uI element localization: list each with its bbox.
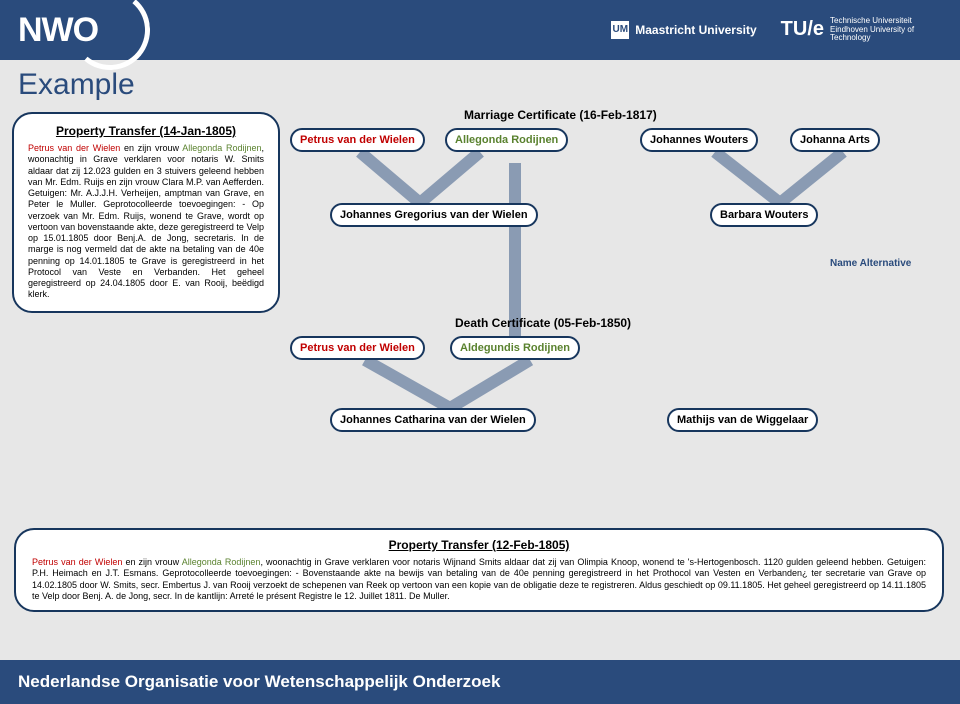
transfer2-name-a: Allegonda Rodijnen	[182, 557, 261, 567]
page-title: Example	[18, 68, 135, 102]
property-transfer-2: Property Transfer (12-Feb-1805) Petrus v…	[14, 528, 944, 612]
transfer1-t1: en zijn vrouw	[120, 143, 182, 153]
marriage-caption: Marriage Certificate (16-Feb-1817)	[464, 108, 657, 122]
transfer1-t2: , woonachtig in Grave verklaren voor not…	[28, 143, 264, 299]
name-alternative-label: Name Alternative	[830, 258, 911, 269]
node-jgvdw: Johannes Gregorius van der Wielen	[330, 203, 538, 227]
death-caption: Death Certificate (05-Feb-1850)	[455, 316, 631, 330]
tue-full: Technische Universiteit Eindhoven Univer…	[830, 17, 940, 42]
transfer1-name-a: Allegonda Rodijnen	[182, 143, 261, 153]
property-transfer-1: Property Transfer (14-Jan-1805) Petrus v…	[12, 112, 280, 313]
tue-logo: TU/e Technische Universiteit Eindhoven U…	[781, 17, 940, 42]
node-mvdw: Mathijs van de Wiggelaar	[667, 408, 818, 432]
transfer2-name-p: Petrus van der Wielen	[32, 557, 122, 567]
transfer1-body: Petrus van der Wielen en zijn vrouw Alle…	[28, 143, 264, 301]
transfer2-heading: Property Transfer (12-Feb-1805)	[32, 538, 926, 553]
node-alde: Aldegundis Rodijnen	[450, 336, 580, 360]
node-allegonda: Allegonda Rodijnen	[445, 128, 568, 152]
footer: Nederlandse Organisatie voor Wetenschapp…	[0, 660, 960, 704]
maastricht-icon: UM	[611, 21, 629, 39]
header-right: UM Maastricht University TU/e Technische…	[611, 17, 960, 42]
tue-logo-text: TU/e	[781, 18, 824, 41]
maastricht-logo: UM Maastricht University	[611, 21, 756, 39]
transfer1-heading: Property Transfer (14-Jan-1805)	[28, 124, 264, 139]
nwo-logo-arc	[67, 0, 154, 73]
transfer2-t1: en zijn vrouw	[122, 557, 181, 567]
header: NWO UM Maastricht University TU/e Techni…	[0, 0, 960, 60]
node-ja: Johanna Arts	[790, 128, 880, 152]
family-diagram: Marriage Certificate (16-Feb-1817) Petru…	[290, 108, 948, 518]
maastricht-text: Maastricht University	[635, 24, 756, 37]
node-petrus1: Petrus van der Wielen	[290, 128, 425, 152]
node-bw: Barbara Wouters	[710, 203, 818, 227]
node-jcvdw: Johannes Catharina van der Wielen	[330, 408, 536, 432]
diagram-lines	[290, 108, 948, 518]
node-petrus2: Petrus van der Wielen	[290, 336, 425, 360]
transfer1-name-p: Petrus van der Wielen	[28, 143, 120, 153]
transfer2-body: Petrus van der Wielen en zijn vrouw Alle…	[32, 557, 926, 602]
node-jw: Johannes Wouters	[640, 128, 758, 152]
